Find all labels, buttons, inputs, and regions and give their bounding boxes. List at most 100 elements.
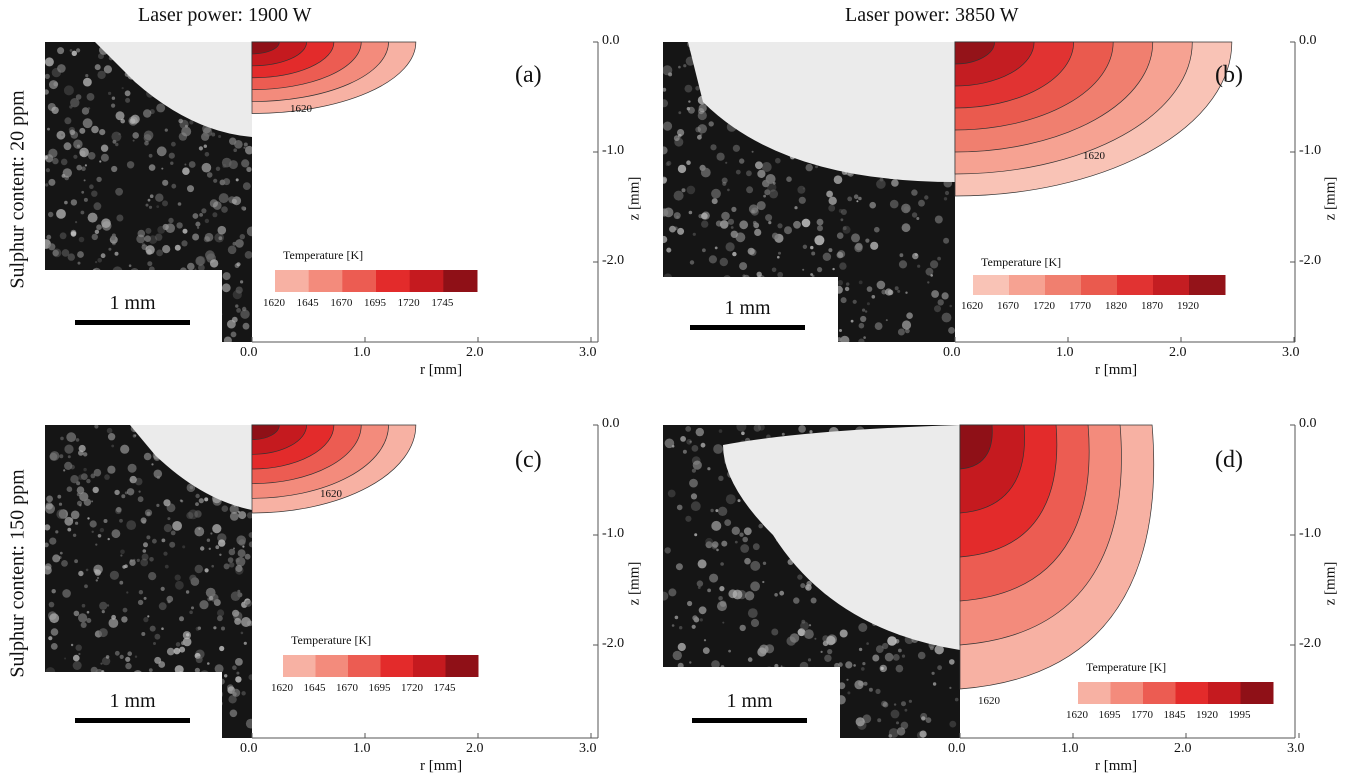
legend-tick-label: 1720 (1033, 300, 1055, 312)
legend-swatch (380, 655, 414, 677)
r-tick-label: 3.0 (579, 741, 597, 756)
scale-bar-label: 1 mm (726, 690, 773, 712)
legend-swatch (1153, 275, 1190, 295)
legend-tick-label: 1845 (1163, 709, 1186, 721)
r-tick-label: 1.0 (1056, 345, 1074, 360)
legend-tick-label: 1720 (397, 297, 420, 309)
contour-label-1620: 1620 (320, 488, 342, 500)
legend-tick-label: 1820 (1105, 300, 1127, 312)
z-tick-label: 0.0 (602, 416, 620, 431)
r-axis-title: r [mm] (1095, 758, 1138, 774)
legend-tick-label: 1920 (1196, 709, 1218, 721)
legend-tick-label: 1670 (997, 300, 1019, 312)
panel-letter: (b) (1215, 62, 1243, 88)
contour-band (251, 41, 280, 55)
legend-swatch (283, 655, 316, 677)
legend-title: Temperature [K] (1086, 660, 1167, 674)
legend-swatch (443, 270, 478, 292)
column-title-1900w: Laser power: 1900 W (138, 4, 312, 26)
legend-swatch (1208, 682, 1241, 704)
z-tick-label: 0.0 (1299, 416, 1317, 431)
legend-tick-label: 1620 (263, 297, 285, 309)
legend-swatch (1009, 275, 1046, 295)
legend-tick-label: 1995 (1228, 709, 1251, 721)
z-tick-label: -2.0 (1299, 253, 1322, 268)
z-tick-label: -2.0 (602, 636, 625, 651)
z-tick-label: -1.0 (602, 526, 625, 541)
legend-swatch (1045, 275, 1082, 295)
r-tick-label: 0.0 (943, 345, 961, 360)
scale-bar-label: 1 mm (109, 292, 156, 314)
r-axis-title: r [mm] (420, 758, 463, 774)
r-tick-label: 2.0 (466, 741, 484, 756)
z-tick-label: 0.0 (1299, 33, 1317, 48)
r-tick-label: 3.0 (1287, 741, 1305, 756)
legend-tick-label: 1720 (401, 682, 423, 694)
legend-swatch (1175, 682, 1209, 704)
legend-tick-label: 1620 (271, 682, 293, 694)
legend-tick-label: 1870 (1141, 300, 1163, 312)
contour-label-1620: 1620 (978, 695, 1000, 707)
panel-letter: (c) (515, 447, 542, 473)
legend-tick-label: 1620 (961, 300, 983, 312)
r-tick-label: 1.0 (1061, 741, 1079, 756)
legend-swatch (1081, 275, 1118, 295)
z-tick-label: -1.0 (1299, 526, 1322, 541)
legend-tick-label: 1645 (303, 682, 326, 694)
contour-band (959, 424, 993, 470)
legend-tick-label: 1670 (330, 297, 353, 309)
legend-swatch (1117, 275, 1154, 295)
legend-tick-label: 1770 (1069, 300, 1091, 312)
legend-tick-label: 1920 (1177, 300, 1199, 312)
legend-tick-label: 1645 (296, 297, 319, 309)
column-title-3850w: Laser power: 3850 W (845, 4, 1019, 26)
legend-tick-label: 1695 (364, 297, 386, 309)
scale-bar (692, 718, 807, 723)
legend-swatch (376, 270, 411, 292)
legend-swatch (413, 655, 446, 677)
panel-letter: (d) (1215, 447, 1243, 473)
legend-swatch (1110, 682, 1144, 704)
legend-swatch (342, 270, 377, 292)
scale-bar (75, 320, 190, 325)
r-tick-label: 3.0 (579, 345, 597, 360)
legend-swatch (308, 270, 343, 292)
contour-band (251, 424, 280, 441)
scale-bar-label: 1 mm (724, 297, 771, 319)
legend-title: Temperature [K] (981, 255, 1062, 269)
r-axis-title: r [mm] (1095, 362, 1138, 378)
contour-label-1620: 1620 (290, 103, 312, 115)
contour-band (954, 41, 995, 65)
r-tick-label: 1.0 (353, 741, 371, 756)
legend-tick-label: 1670 (336, 682, 358, 694)
r-tick-label: 0.0 (240, 741, 258, 756)
legend-swatch (409, 270, 444, 292)
z-tick-label: -1.0 (1299, 143, 1322, 158)
legend-swatch (348, 655, 381, 677)
r-tick-label: 2.0 (466, 345, 484, 360)
legend-title: Temperature [K] (283, 248, 364, 262)
legend-tick-label: 1770 (1131, 709, 1153, 721)
legend-title: Temperature [K] (291, 633, 372, 647)
z-tick-label: -1.0 (602, 143, 625, 158)
r-axis-title: r [mm] (420, 362, 463, 378)
legend-tick-label: 1695 (368, 682, 391, 694)
legend-swatch (275, 270, 310, 292)
legend-tick-label: 1745 (431, 297, 454, 309)
legend-tick-label: 1620 (1066, 709, 1088, 721)
panel-letter: (a) (515, 62, 542, 88)
scale-bar (690, 325, 805, 330)
legend-tick-label: 1695 (1098, 709, 1121, 721)
contour-label-1620: 1620 (1083, 150, 1105, 162)
legend-tick-label: 1745 (433, 682, 456, 694)
z-tick-label: 0.0 (602, 33, 620, 48)
z-axis-title: z [mm] (1322, 561, 1339, 606)
r-tick-label: 1.0 (353, 345, 371, 360)
legend-swatch (315, 655, 349, 677)
r-tick-label: 0.0 (948, 741, 966, 756)
z-tick-label: -2.0 (602, 253, 625, 268)
scale-bar-label: 1 mm (109, 690, 156, 712)
